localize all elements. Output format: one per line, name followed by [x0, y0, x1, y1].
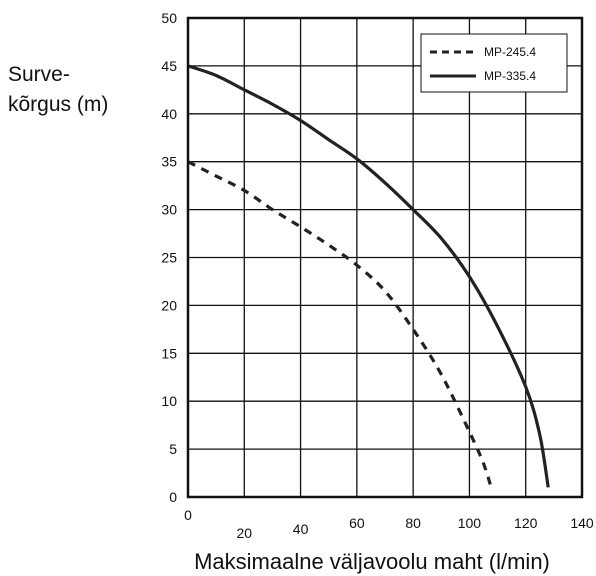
x-tick-label: 20 [236, 525, 252, 541]
series-line-mp-335-4 [187, 64, 550, 488]
y-tick-label: 10 [161, 393, 177, 409]
y-tick-label: 5 [169, 441, 177, 457]
x-tick-label: 140 [570, 515, 594, 531]
x-tick-label: 40 [293, 521, 309, 537]
y-tick-label: 30 [161, 202, 177, 218]
y-tick-label: 15 [161, 345, 177, 361]
x-tick-label: 120 [514, 515, 538, 531]
y-tick-label: 35 [161, 154, 177, 170]
x-tick-label: 60 [349, 515, 365, 531]
y-axis-label-line-1: Surve- [8, 63, 70, 86]
y-tick-label: 45 [161, 58, 177, 74]
y-tick-label: 50 [161, 10, 177, 26]
legend-box [420, 33, 568, 93]
y-tick-label: 0 [169, 489, 177, 505]
legend: MP-245.4 MP-335.4 [420, 33, 568, 93]
y-tick-label: 40 [161, 106, 177, 122]
x-tick-label: 80 [405, 515, 421, 531]
legend-label-mp-335-4: MP-335.4 [484, 69, 536, 83]
grid [188, 18, 582, 497]
x-tick-labels: 0 20 40 60 80 100 120 140 [184, 507, 594, 541]
x-tick-label: 0 [184, 507, 192, 523]
plot-frame [186, 16, 584, 499]
legend-label-mp-245-4: MP-245.4 [484, 45, 536, 59]
y-tick-labels: 0 5 10 15 20 25 30 35 40 45 50 [161, 10, 177, 505]
plot-series [187, 64, 550, 491]
y-tick-label: 25 [161, 250, 177, 266]
x-axis-label: Maksimaalne väljavoolu maht (l/min) [194, 549, 550, 574]
series-line-mp-245-4 [187, 160, 494, 491]
y-tick-label: 20 [161, 297, 177, 313]
x-tick-label: 100 [458, 515, 482, 531]
y-axis-label-line-2: kõrgus (m) [8, 93, 108, 116]
